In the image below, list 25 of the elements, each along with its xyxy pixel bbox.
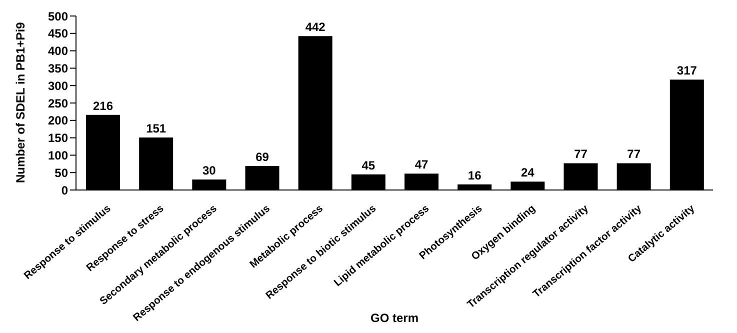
- y-tick-label: 100: [48, 148, 68, 162]
- data-label: 317: [676, 64, 698, 78]
- data-label: 442: [305, 20, 326, 34]
- y-tick-label: 200: [48, 114, 68, 128]
- y-tick-label: 50: [54, 166, 68, 180]
- data-label: 77: [574, 147, 588, 162]
- data-label: 16: [468, 168, 482, 182]
- y-tick-label: 300: [48, 78, 68, 93]
- data-label: 151: [146, 121, 166, 136]
- data-label: 77: [627, 147, 641, 162]
- data-label: 30: [202, 164, 216, 178]
- y-tick-label: 0: [61, 183, 68, 198]
- y-tick-label: 150: [48, 131, 68, 146]
- y-tick-label: 450: [48, 26, 68, 41]
- data-label: 24: [520, 166, 535, 180]
- x-axis-title: GO term: [370, 311, 419, 325]
- y-tick-label: 500: [48, 9, 68, 24]
- data-label: 216: [92, 98, 114, 113]
- y-tick-label: 250: [48, 96, 68, 110]
- y-tick-label: 400: [48, 44, 68, 58]
- data-label: 69: [256, 150, 270, 164]
- y-tick-label: 350: [48, 61, 68, 76]
- data-label: 45: [362, 158, 376, 172]
- y-axis-title: Number of SDEL in PB1+Pi9: [13, 22, 28, 183]
- data-label: 47: [414, 158, 428, 172]
